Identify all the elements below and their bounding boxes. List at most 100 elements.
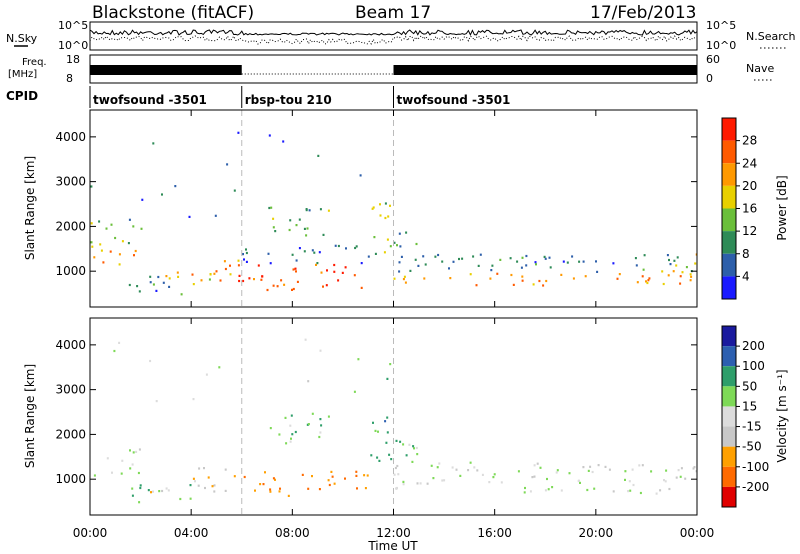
power-colorbar-label: Power [dB] xyxy=(775,175,789,240)
heatmap-cell xyxy=(200,279,203,282)
heatmap-cell xyxy=(393,241,396,244)
heatmap-cell xyxy=(218,366,221,369)
heatmap-cell xyxy=(499,258,502,261)
heatmap-cell xyxy=(253,278,255,281)
heatmap-cell xyxy=(372,421,374,424)
heatmap-cell xyxy=(404,281,407,284)
heatmap-cell xyxy=(353,390,356,393)
heatmap-cell xyxy=(333,263,336,267)
heatmap-cell xyxy=(434,255,437,258)
heatmap-cell xyxy=(168,285,171,288)
heatmap-cell xyxy=(322,233,325,236)
heatmap-cell xyxy=(408,443,411,446)
heatmap-cell xyxy=(481,473,484,476)
colorbar-swatch xyxy=(722,163,736,186)
heatmap-cell xyxy=(390,458,393,461)
heatmap-cell xyxy=(291,253,294,256)
heatmap-cell xyxy=(245,260,248,263)
heatmap-cell xyxy=(423,277,426,280)
heatmap-cell xyxy=(399,245,402,248)
heatmap-cell xyxy=(268,134,271,137)
heatmap-cell xyxy=(204,486,206,490)
x-tick-label: 20:00 xyxy=(579,526,614,540)
heatmap-cell xyxy=(389,245,392,248)
heatmap-cell xyxy=(229,273,232,276)
y-tick-label: 4000 xyxy=(55,338,86,352)
heatmap-cell xyxy=(398,270,401,273)
heatmap-cell xyxy=(668,258,670,262)
heatmap-cell xyxy=(393,277,396,280)
heatmap-cell xyxy=(93,474,96,477)
heatmap-cell xyxy=(360,286,363,289)
heatmap-cell xyxy=(138,448,141,451)
heatmap-cell xyxy=(582,260,585,263)
heatmap-cell xyxy=(243,475,246,479)
colorbar-tick-label: 20 xyxy=(742,179,757,193)
heatmap-cell xyxy=(364,487,367,490)
heatmap-cell xyxy=(174,185,177,188)
colorbar-swatch xyxy=(722,366,736,387)
heatmap-cell xyxy=(243,258,245,261)
power-panel: 1000 2000 3000 4000 Slant Range [km] 4 8 12 16… xyxy=(23,109,789,308)
heatmap-cell xyxy=(168,277,171,280)
heatmap-cell xyxy=(354,246,357,250)
heatmap-cell xyxy=(283,283,286,286)
x-axis-label: Time UT xyxy=(367,539,418,553)
heatmap-cell xyxy=(679,475,682,478)
colorbar-swatch xyxy=(722,346,736,367)
y-tick-label: 1000 xyxy=(55,472,86,486)
heatmap-cell xyxy=(308,209,311,212)
heatmap-cell xyxy=(318,435,321,439)
heatmap-cell xyxy=(105,227,108,230)
heatmap-cell xyxy=(90,185,93,188)
heatmap-cell xyxy=(118,253,121,256)
heatmap-cell xyxy=(288,228,291,232)
heatmap-cell xyxy=(129,449,131,452)
heatmap-cell xyxy=(416,453,419,456)
heatmap-cell xyxy=(488,481,491,484)
heatmap-cell xyxy=(274,478,276,481)
heatmap-cell xyxy=(370,454,373,457)
heatmap-cell xyxy=(355,474,358,477)
heatmap-cell xyxy=(461,257,464,260)
heatmap-cell xyxy=(379,203,381,206)
colorbar-tick-label: 200 xyxy=(742,339,765,353)
heatmap-cell xyxy=(93,256,96,259)
heatmap-cell xyxy=(367,255,370,258)
heatmap-cell xyxy=(521,275,524,278)
heatmap-cell xyxy=(110,223,113,226)
heatmap-cell xyxy=(638,464,641,467)
colorbar-tick-label: 12 xyxy=(742,224,757,238)
heatmap-cell xyxy=(692,467,695,470)
colorbar-tick-label: -50 xyxy=(742,440,762,454)
freq-label: Freq. xyxy=(22,57,47,68)
heatmap-cell xyxy=(589,465,592,468)
heatmap-cell xyxy=(539,466,542,469)
heatmap-cell xyxy=(618,273,621,276)
cpid-segment-label: twofsound -3501 xyxy=(397,93,511,107)
heatmap-cell xyxy=(413,447,415,450)
heatmap-cell xyxy=(591,470,594,474)
colorbar-swatch xyxy=(722,466,736,487)
colorbar-swatch xyxy=(722,326,736,347)
heatmap-cell xyxy=(415,242,418,246)
heatmap-cell xyxy=(192,398,195,401)
heatmap-cell xyxy=(102,261,105,264)
heatmap-cell xyxy=(237,131,240,134)
heatmap-cell xyxy=(344,477,346,480)
date-label: 17/Feb/2013 xyxy=(590,3,696,23)
heatmap-cell xyxy=(192,283,195,286)
colorbar-tick-label: 8 xyxy=(742,247,750,261)
heatmap-cell xyxy=(399,440,402,443)
heatmap-cell xyxy=(272,284,275,287)
heatmap-cell xyxy=(264,471,266,474)
heatmap-cell xyxy=(579,481,581,484)
heatmap-cell xyxy=(295,259,298,262)
heatmap-cell xyxy=(359,174,362,177)
heatmap-cell xyxy=(149,281,152,284)
heatmap-cell xyxy=(161,193,163,196)
heatmap-cell xyxy=(383,251,386,254)
heatmap-cell xyxy=(645,280,647,283)
heatmap-cell xyxy=(155,400,158,403)
heatmap-cell xyxy=(628,480,631,483)
